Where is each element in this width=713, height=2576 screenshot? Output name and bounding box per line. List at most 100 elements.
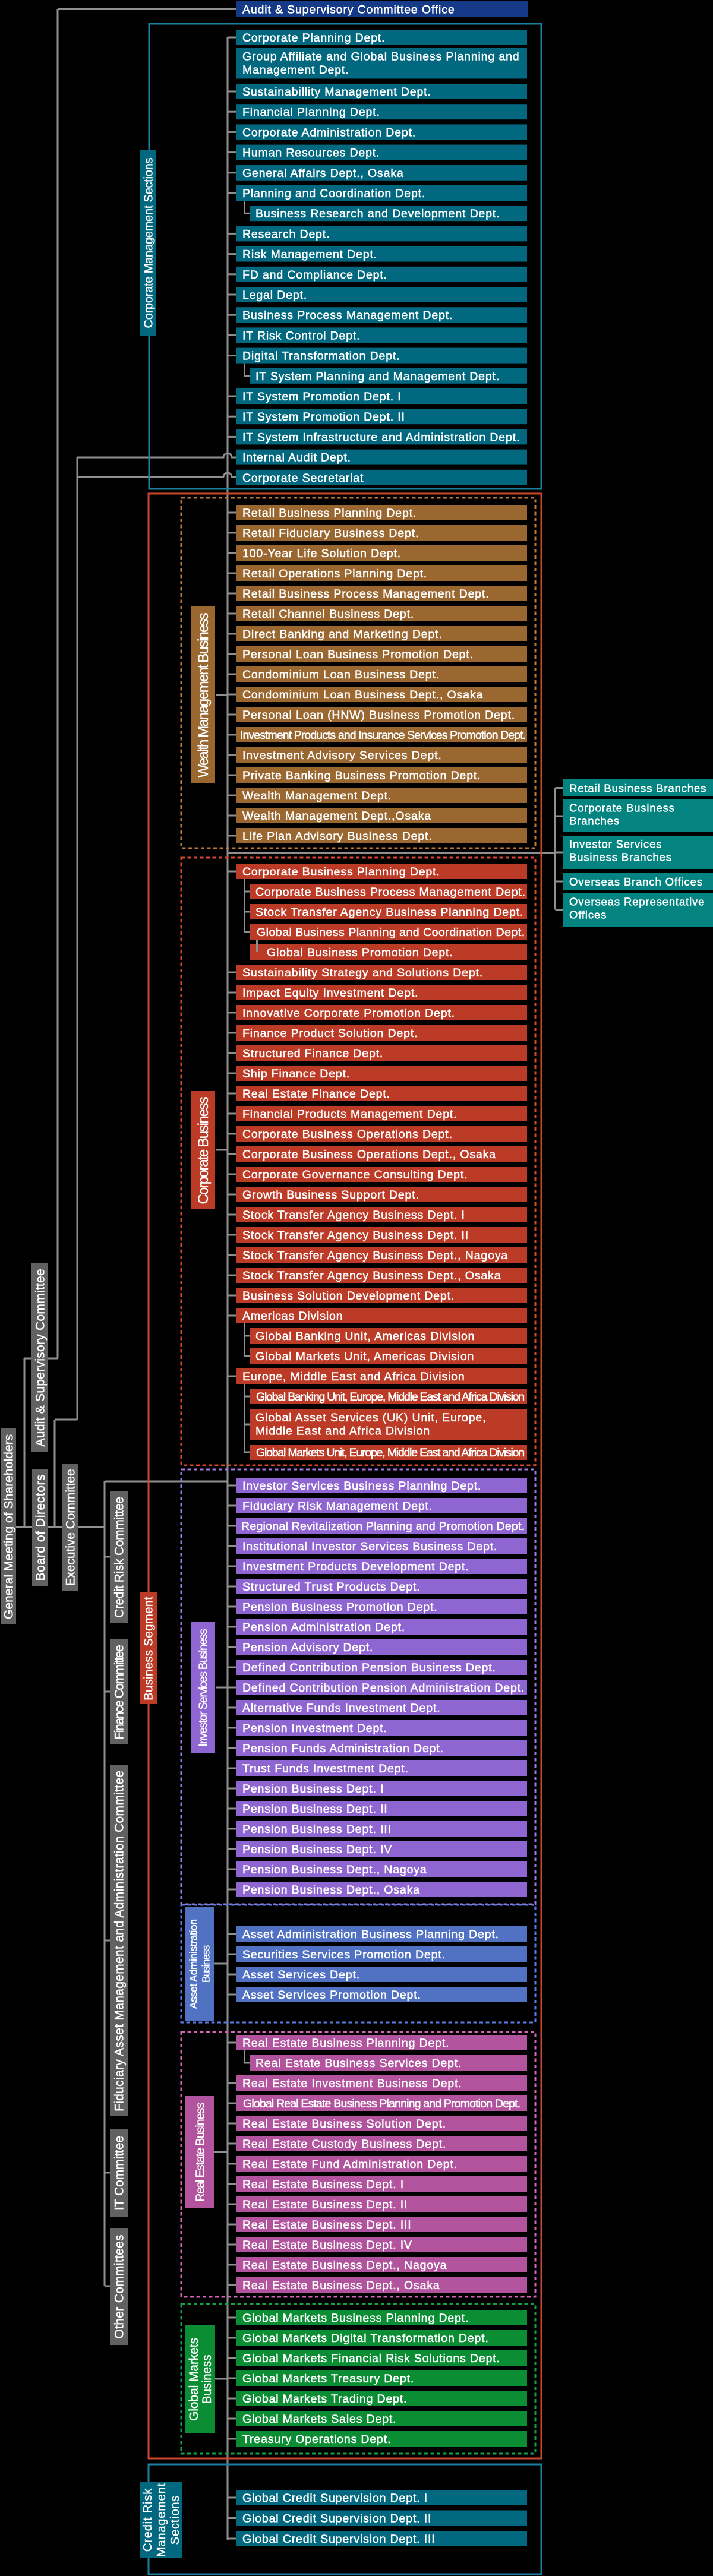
svg-text:Global Business Promotion Dept: Global Business Promotion Dept.	[267, 946, 453, 959]
svg-text:Investor Services: Investor Services	[569, 838, 662, 851]
svg-text:Personal Loan Business Promoti: Personal Loan Business Promotion Dept.	[242, 648, 474, 661]
svg-text:Institutional Investor Service: Institutional Investor Services Business…	[242, 1540, 497, 1553]
svg-text:Investor Services Business: Investor Services Business	[197, 1629, 210, 1747]
svg-text:Board of Directors: Board of Directors	[34, 1474, 48, 1581]
svg-text:Real Estate Fund Administratio: Real Estate Fund Administration Dept.	[242, 2158, 458, 2171]
svg-text:Retail Channel Business Dept.: Retail Channel Business Dept.	[242, 608, 414, 621]
svg-text:Sustainability Strategy and So: Sustainability Strategy and Solutions De…	[242, 966, 483, 979]
svg-text:Asset Services Dept.: Asset Services Dept.	[242, 1968, 360, 1981]
svg-text:Investment Products Developmen: Investment Products Development Dept.	[242, 1560, 469, 1573]
svg-text:Retail Operations Planning Dep: Retail Operations Planning Dept.	[242, 567, 427, 580]
svg-text:Business Branches: Business Branches	[569, 851, 672, 864]
svg-text:Wealth Management Dept.,Osaka: Wealth Management Dept.,Osaka	[242, 810, 431, 823]
svg-text:IT Committee: IT Committee	[112, 2135, 126, 2210]
svg-text:Global Credit Supervision Dept: Global Credit Supervision Dept. II	[242, 2512, 431, 2526]
svg-text:Structured Trust Products Dept: Structured Trust Products Dept.	[242, 1581, 420, 1594]
svg-text:Defined Contribution Pension A: Defined Contribution Pension Administrat…	[242, 1681, 525, 1695]
svg-text:Corporate Business Process Man: Corporate Business Process Management De…	[255, 886, 526, 899]
svg-text:Growth Business Support Dept.: Growth Business Support Dept.	[242, 1189, 419, 1202]
svg-text:Middle East and Africa Divisio: Middle East and Africa Division	[255, 1425, 430, 1438]
svg-text:Real Estate Business Planning: Real Estate Business Planning Dept.	[242, 2037, 449, 2050]
svg-text:Defined Contribution Pension B: Defined Contribution Pension Business De…	[242, 1661, 496, 1674]
svg-text:Retail Business Planning Dept.: Retail Business Planning Dept.	[242, 507, 417, 520]
svg-text:IT System Planning and Managem: IT System Planning and Management Dept.	[255, 370, 500, 383]
svg-text:Group Affiliate and Global Bus: Group Affiliate and Global Business Plan…	[242, 50, 519, 64]
svg-text:Real Estate Business Dept., Na: Real Estate Business Dept., Nagoya	[242, 2259, 447, 2272]
svg-text:Business Process Management De: Business Process Management Dept.	[242, 309, 453, 322]
svg-text:Global Banking Unit, Europe, M: Global Banking Unit, Europe, Middle East…	[256, 1390, 525, 1404]
svg-text:Legal Dept.: Legal Dept.	[242, 289, 307, 302]
svg-text:Stock Transfer Agency Business: Stock Transfer Agency Business Dept. I	[242, 1209, 465, 1222]
svg-text:IT System Promotion Dept. II: IT System Promotion Dept. II	[242, 410, 405, 423]
svg-text:Real Estate Business Solution: Real Estate Business Solution Dept.	[242, 2117, 446, 2131]
svg-text:Global Markets Unit, Europe, M: Global Markets Unit, Europe, Middle East…	[256, 1446, 525, 1459]
svg-text:Global Markets Unit, Americas: Global Markets Unit, Americas Division	[255, 1350, 474, 1363]
svg-text:IT Risk Control Dept.: IT Risk Control Dept.	[242, 329, 360, 342]
svg-text:Asset Administration Business: Asset Administration Business Planning D…	[242, 1928, 499, 1941]
svg-text:Business Solution Development: Business Solution Development Dept.	[242, 1289, 455, 1303]
svg-text:Human Resources Dept.: Human Resources Dept.	[242, 147, 380, 160]
svg-text:100-Year Life Solution Dept.: 100-Year Life Solution Dept.	[242, 547, 401, 560]
svg-text:General Affairs Dept., Osaka: General Affairs Dept., Osaka	[242, 167, 404, 180]
svg-text:Retail Business Process Manage: Retail Business Process Management Dept.	[242, 587, 490, 600]
svg-text:Pension Business Dept. I: Pension Business Dept. I	[242, 1782, 384, 1796]
svg-text:Credit Risk: Credit Risk	[141, 2488, 154, 2552]
svg-text:Corporate Planning Dept.: Corporate Planning Dept.	[242, 31, 385, 45]
svg-text:Pension Advisory Dept.: Pension Advisory Dept.	[242, 1641, 373, 1654]
svg-text:Global Markets Treasury Dept.: Global Markets Treasury Dept.	[242, 2372, 414, 2385]
svg-text:Innovative Corporate Promotion: Innovative Corporate Promotion Dept.	[242, 1007, 455, 1020]
svg-text:Financial Products Management: Financial Products Management Dept.	[242, 1108, 457, 1121]
svg-text:Real Estate Finance Dept.: Real Estate Finance Dept.	[242, 1088, 390, 1101]
svg-text:Global Markets Business Planni: Global Markets Business Planning Dept.	[242, 2312, 469, 2325]
svg-text:Real Estate Business Dept., Os: Real Estate Business Dept., Osaka	[242, 2279, 440, 2292]
svg-text:Corporate Governance Consultin: Corporate Governance Consulting Dept.	[242, 1168, 468, 1181]
svg-text:Pension Business Dept., Nagoya: Pension Business Dept., Nagoya	[242, 1863, 427, 1876]
svg-text:Sections: Sections	[169, 2495, 182, 2545]
svg-text:Investment Advisory Services D: Investment Advisory Services Dept.	[242, 749, 442, 762]
svg-text:Global Markets Financial Risk: Global Markets Financial Risk Solutions …	[242, 2352, 500, 2365]
svg-text:Real Estate Business Dept. IV: Real Estate Business Dept. IV	[242, 2239, 412, 2252]
svg-text:Pension Business Dept. III: Pension Business Dept. III	[242, 1823, 392, 1836]
svg-text:Investor Services Business Pla: Investor Services Business Planning Dept…	[242, 1480, 481, 1493]
svg-text:Pension Business Dept. II: Pension Business Dept. II	[242, 1803, 388, 1816]
svg-text:Corporate Administration Dept.: Corporate Administration Dept.	[242, 126, 416, 139]
svg-text:Corporate Business Operations: Corporate Business Operations Dept.	[242, 1128, 453, 1141]
svg-text:Fiduciary Asset Management and: Fiduciary Asset Management and Administr…	[112, 1770, 126, 2112]
svg-text:Real Estate Business: Real Estate Business	[194, 2102, 207, 2202]
svg-text:Global Markets Trading Dept.: Global Markets Trading Dept.	[242, 2392, 407, 2406]
svg-text:Global Real Estate Business Pl: Global Real Estate Business Planning and…	[243, 2097, 521, 2110]
svg-text:Real Estate Business Dept. III: Real Estate Business Dept. III	[242, 2218, 412, 2232]
svg-text:Global Banking Unit, Americas: Global Banking Unit, Americas Division	[255, 1330, 475, 1343]
svg-text:Credit Risk Committee: Credit Risk Committee	[112, 1496, 126, 1618]
svg-text:Securities Services Promotion: Securities Services Promotion Dept.	[242, 1948, 446, 1961]
svg-text:Asset Administration: Asset Administration	[188, 1918, 200, 2009]
svg-text:Pension Business Promotion Dep: Pension Business Promotion Dept.	[242, 1601, 438, 1614]
svg-text:Direct Banking and Marketing D: Direct Banking and Marketing Dept.	[242, 628, 443, 641]
svg-text:IT System Infrastructure and A: IT System Infrastructure and Administrat…	[242, 431, 520, 444]
svg-text:Structured Finance Dept.: Structured Finance Dept.	[242, 1047, 383, 1060]
svg-text:Pension Funds Administration D: Pension Funds Administration Dept.	[242, 1742, 444, 1755]
svg-text:Trust Funds Investment Dept.: Trust Funds Investment Dept.	[242, 1762, 409, 1775]
svg-text:Global Business Planning and C: Global Business Planning and Coordinatio…	[257, 926, 525, 939]
svg-text:Real Estate Investment Busines: Real Estate Investment Business Dept.	[242, 2077, 462, 2090]
svg-text:Audit & Supervisory Committee: Audit & Supervisory Committee	[33, 1269, 47, 1447]
svg-text:Planning and Coordination Dept: Planning and Coordination Dept.	[242, 187, 425, 200]
svg-text:Real Estate Business Dept. I: Real Estate Business Dept. I	[242, 2178, 404, 2191]
svg-text:Real Estate Custody Business D: Real Estate Custody Business Dept.	[242, 2138, 446, 2151]
svg-text:Internal Audit Dept.: Internal Audit Dept.	[242, 451, 351, 464]
svg-text:Branches: Branches	[569, 815, 620, 827]
svg-text:Research Dept.: Research Dept.	[242, 227, 330, 241]
svg-text:Overseas Branch Offices: Overseas Branch Offices	[569, 875, 703, 888]
svg-text:Wealth Management Business: Wealth Management Business	[195, 612, 212, 778]
svg-text:Retail Fiduciary Business Dept: Retail Fiduciary Business Dept.	[242, 527, 419, 540]
svg-text:Risk Management Dept.: Risk Management Dept.	[242, 248, 377, 261]
svg-text:Corporate Business Planning De: Corporate Business Planning Dept.	[242, 865, 440, 878]
svg-text:Corporate Business: Corporate Business	[195, 1096, 212, 1205]
svg-text:Business Research and Developm: Business Research and Development Dept.	[255, 207, 500, 220]
svg-text:Corporate Management Sections: Corporate Management Sections	[143, 157, 156, 328]
svg-text:Corporate Secretariat: Corporate Secretariat	[242, 472, 364, 485]
svg-text:Private Banking Business Promo: Private Banking Business Promotion Dept.	[242, 769, 481, 782]
svg-text:Fiduciary Risk Management Dept: Fiduciary Risk Management Dept.	[242, 1500, 433, 1513]
svg-text:Impact Equity Investment Dept.: Impact Equity Investment Dept.	[242, 987, 418, 1000]
svg-text:Financial Planning Dept.: Financial Planning Dept.	[242, 106, 380, 119]
